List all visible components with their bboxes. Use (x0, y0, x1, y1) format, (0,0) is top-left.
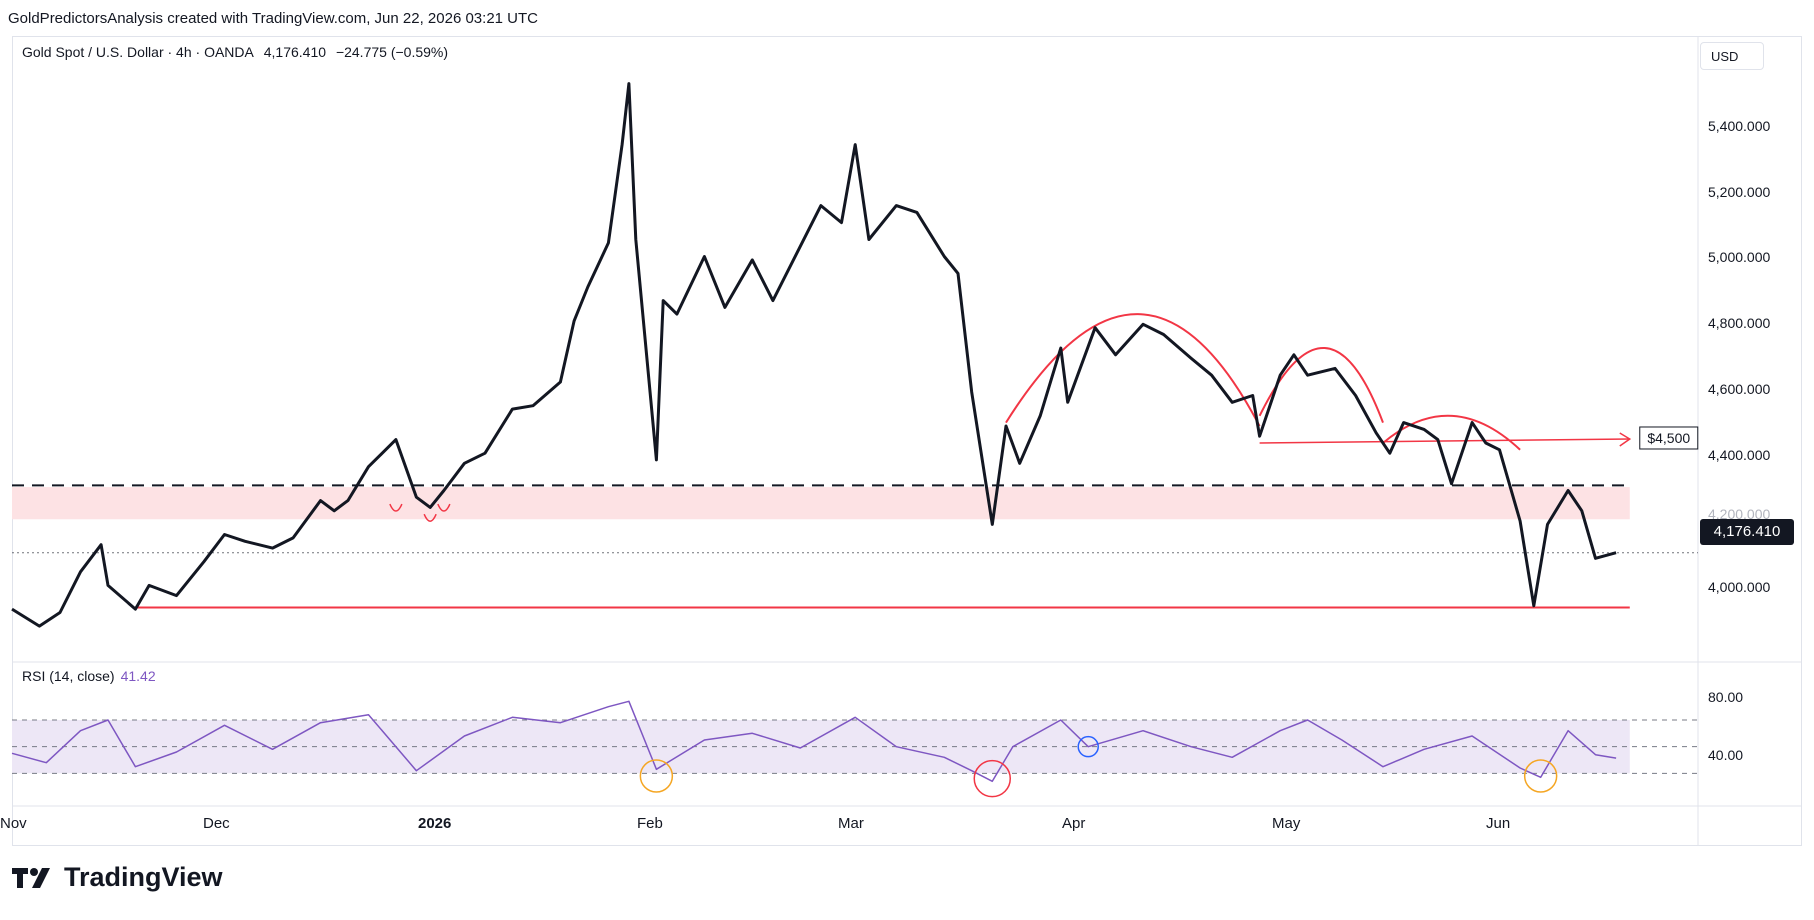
rsi-oversold-circle (639, 759, 674, 793)
symbol-label: Gold Spot / U.S. Dollar · 4h · OANDA (22, 44, 254, 60)
last-price-badge: 4,176.410 (1700, 519, 1794, 545)
last-price-value: 4,176.410 (263, 44, 327, 60)
x-tick-label: May (1272, 815, 1301, 832)
rsi-label: RSI (14, close) (22, 668, 115, 684)
bottom-mark (423, 513, 437, 522)
target-label-box (1639, 426, 1699, 450)
x-tick-label: Jun (1486, 815, 1511, 832)
rsi-value: 41.42 (120, 668, 156, 684)
y-tick-label: 4,200.000 (1708, 506, 1771, 522)
x-tick-label: Apr (1062, 815, 1086, 832)
rsi-midline-circle (1077, 735, 1099, 758)
price-change-value: −24.775 (−0.59%) (335, 44, 449, 60)
currency-button[interactable]: USD (1700, 42, 1764, 70)
y-tick-label: 5,400.000 (1708, 118, 1771, 134)
rounding-top-arc (1005, 313, 1261, 427)
rsi-y-tick-label: 40.00 (1708, 747, 1744, 763)
y-tick-label: 4,600.000 (1708, 381, 1771, 397)
bottom-mark (437, 503, 451, 512)
bottom-mark (389, 503, 403, 512)
rsi-oversold-circle (1523, 759, 1558, 793)
target-arrow-head (1619, 432, 1632, 447)
chart-header: GoldPredictorsAnalysis created with Trad… (8, 10, 538, 27)
x-tick-label: Feb (637, 815, 663, 832)
target-label: $4,500 (1647, 430, 1690, 446)
rounding-top-arc (1382, 414, 1521, 451)
y-tick-label: 4,800.000 (1708, 315, 1771, 331)
x-tick-label: Mar (838, 815, 864, 832)
price-series-line (11, 82, 1617, 628)
y-tick-label: 5,000.000 (1708, 249, 1771, 265)
rsi-band (12, 720, 1630, 774)
y-tick-label: 5,200.000 (1708, 184, 1771, 200)
chart-frame (12, 36, 1802, 846)
rsi-y-tick-label: 80.00 (1708, 689, 1744, 705)
x-tick-label: Nov (0, 815, 27, 832)
resistance-zone (12, 487, 1630, 520)
rsi-series-line (11, 700, 1617, 783)
brand-name: TradingView (64, 862, 223, 892)
tradingview-logo-icon (12, 867, 50, 888)
x-tick-label: 2026 (418, 815, 452, 832)
rsi-oversold-circle (973, 759, 1012, 798)
y-tick-label: 4,400.000 (1708, 447, 1771, 463)
target-arrow-line (1259, 438, 1630, 444)
x-tick-label: Dec (203, 815, 230, 832)
tradingview-logo[interactable]: TradingView (12, 862, 223, 893)
rsi-legend[interactable]: RSI (14, close) 41.42 (22, 668, 156, 684)
y-tick-label: 4,000.000 (1708, 579, 1771, 595)
symbol-legend[interactable]: Gold Spot / U.S. Dollar · 4h · OANDA 4,1… (22, 44, 454, 60)
